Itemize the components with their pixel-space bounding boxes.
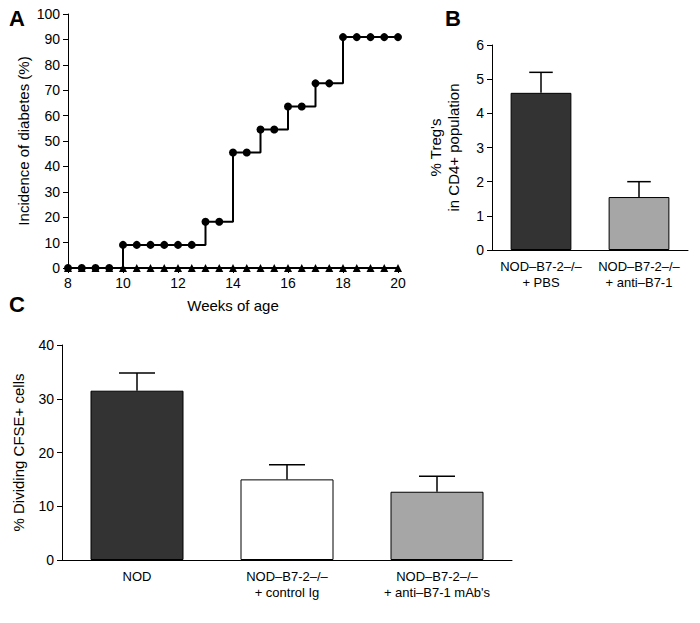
svg-text:90: 90	[44, 31, 60, 47]
svg-text:NOD–B7-2–/–: NOD–B7-2–/–	[598, 259, 680, 274]
svg-text:40: 40	[44, 158, 60, 174]
svg-text:A: A	[9, 6, 25, 31]
svg-text:+ anti–B7-1: + anti–B7-1	[606, 275, 673, 290]
svg-text:20: 20	[44, 209, 60, 225]
svg-text:+ control Ig: + control Ig	[255, 585, 320, 600]
svg-text:NOD–B7-2–/–: NOD–B7-2–/–	[246, 569, 328, 584]
svg-text:20: 20	[38, 445, 54, 461]
svg-text:14: 14	[225, 275, 241, 291]
svg-text:16: 16	[280, 275, 296, 291]
svg-text:% Treg's: % Treg's	[427, 119, 444, 177]
svg-text:30: 30	[38, 391, 54, 407]
svg-text:NOD–B7-2–/–: NOD–B7-2–/–	[500, 259, 582, 274]
svg-text:30: 30	[44, 184, 60, 200]
svg-text:70: 70	[44, 82, 60, 98]
svg-text:40: 40	[38, 337, 54, 353]
svg-text:50: 50	[44, 133, 60, 149]
svg-text:0: 0	[476, 242, 484, 258]
svg-text:6: 6	[476, 37, 484, 53]
svg-text:8: 8	[64, 275, 72, 291]
svg-text:100: 100	[37, 6, 61, 22]
svg-text:0: 0	[52, 260, 60, 276]
svg-text:+ PBS: + PBS	[522, 275, 560, 290]
svg-text:12: 12	[170, 275, 186, 291]
svg-text:10: 10	[115, 275, 131, 291]
svg-text:80: 80	[44, 57, 60, 73]
svg-text:% Dividing CFSE+ cells: % Dividing CFSE+ cells	[10, 374, 27, 532]
svg-text:NOD–B7-2–/–: NOD–B7-2–/–	[396, 569, 478, 584]
svg-text:C: C	[9, 292, 25, 317]
svg-text:60: 60	[44, 108, 60, 124]
svg-text:10: 10	[38, 498, 54, 514]
svg-text:10: 10	[44, 235, 60, 251]
svg-text:0: 0	[46, 552, 54, 568]
svg-text:1: 1	[476, 208, 484, 224]
svg-text:NOD: NOD	[123, 569, 152, 584]
svg-text:+ anti–B7-1 mAb's: + anti–B7-1 mAb's	[384, 585, 491, 600]
svg-text:B: B	[445, 6, 461, 31]
svg-text:Incidence of diabetes (%): Incidence of diabetes (%)	[15, 56, 32, 225]
svg-text:4: 4	[476, 105, 484, 121]
svg-text:18: 18	[335, 275, 351, 291]
svg-text:Weeks of age: Weeks of age	[187, 297, 278, 314]
svg-text:in CD4+ population: in CD4+ population	[445, 83, 462, 211]
svg-text:3: 3	[476, 140, 484, 156]
svg-text:2: 2	[476, 174, 484, 190]
svg-text:5: 5	[476, 71, 484, 87]
svg-text:20: 20	[390, 275, 406, 291]
